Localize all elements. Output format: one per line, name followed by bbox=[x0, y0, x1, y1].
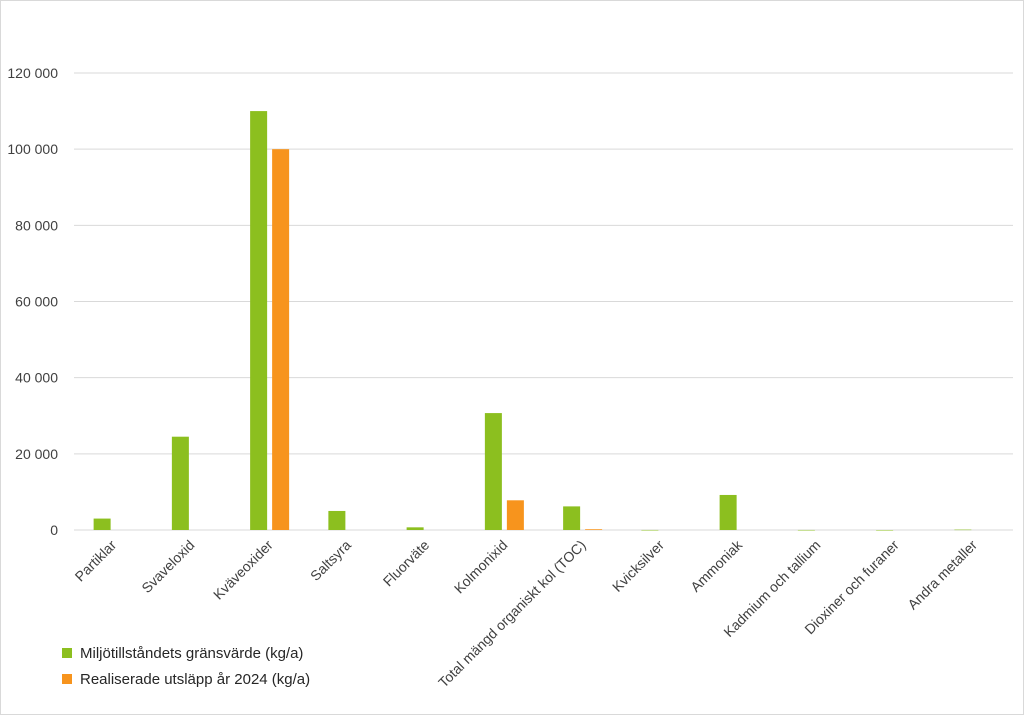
bar-limit bbox=[719, 494, 737, 530]
bar-actual bbox=[506, 500, 524, 530]
x-tick-label: Partiklar bbox=[72, 537, 120, 585]
x-tick-label: Fluorväte bbox=[380, 537, 433, 590]
y-tick-label: 40 000 bbox=[15, 370, 58, 386]
y-tick-label: 100 000 bbox=[7, 141, 58, 157]
bar-limit bbox=[328, 510, 346, 530]
bar-limit bbox=[563, 506, 581, 530]
legend-swatch-orange bbox=[62, 674, 72, 684]
gridlines bbox=[74, 72, 1013, 531]
x-tick-label: Andra metaller bbox=[904, 537, 980, 613]
bar-limit bbox=[171, 436, 189, 530]
x-tick-label: Svaveloxid bbox=[138, 537, 197, 596]
bar-actual bbox=[585, 529, 603, 530]
legend: Miljötillståndets gränsvärde (kg/a) Real… bbox=[62, 640, 310, 692]
bar-limit bbox=[93, 518, 111, 530]
bar-limit bbox=[954, 529, 972, 531]
x-tick-label: Total mängd organiskt kol (TOC) bbox=[435, 537, 589, 691]
y-tick-label: 60 000 bbox=[15, 294, 58, 310]
bar-limit bbox=[406, 527, 424, 530]
y-tick-label: 80 000 bbox=[15, 217, 58, 233]
legend-item-actual: Realiserade utsläpp år 2024 (kg/a) bbox=[62, 666, 310, 692]
bar-limit bbox=[484, 413, 502, 530]
y-axis-tick-labels: 0 20 000 40 000 60 000 80 000 100 000 120 000 bbox=[7, 65, 58, 538]
legend-label-limit: Miljötillståndets gränsvärde (kg/a) bbox=[80, 644, 304, 662]
bar-limit bbox=[250, 111, 268, 530]
legend-swatch-green bbox=[62, 648, 72, 658]
bar-limit bbox=[876, 530, 894, 531]
x-tick-label: Kolmonixid bbox=[451, 537, 511, 597]
legend-label-actual: Realiserade utsläpp år 2024 (kg/a) bbox=[80, 670, 311, 688]
bar-limit bbox=[641, 529, 659, 531]
x-tick-label: Kväveoxider bbox=[210, 537, 276, 603]
x-tick-label: Saltsyra bbox=[307, 537, 354, 584]
bar-actual bbox=[272, 149, 290, 530]
legend-item-limit: Miljötillståndets gränsvärde (kg/a) bbox=[62, 640, 310, 666]
x-tick-label: Kvicksilver bbox=[609, 537, 667, 595]
y-tick-label: 20 000 bbox=[15, 446, 58, 462]
bars bbox=[93, 111, 972, 531]
y-tick-label: 120 000 bbox=[7, 65, 58, 81]
y-tick-label: 0 bbox=[50, 522, 58, 538]
x-tick-label: Ammoniak bbox=[687, 536, 746, 595]
bar-limit bbox=[797, 529, 815, 531]
